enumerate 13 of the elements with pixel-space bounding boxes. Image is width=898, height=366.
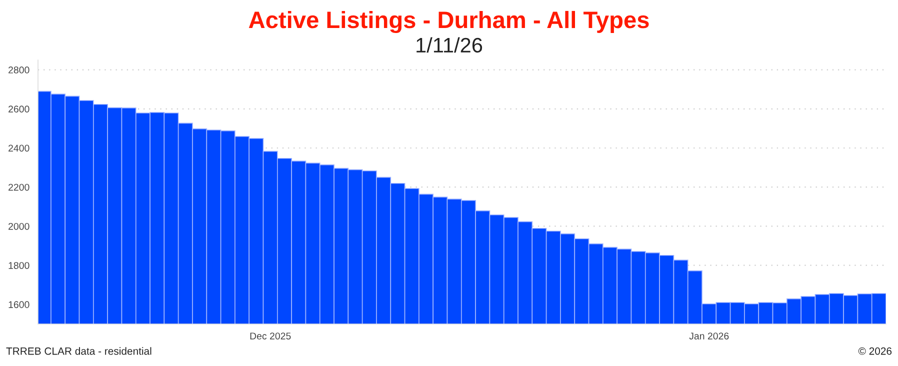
y-tick-label: 1600 (8, 301, 30, 308)
text: © 2026 (858, 347, 892, 355)
y-tick-label: 2600 (8, 106, 30, 113)
chart-title: Active Listings - Durham - All Types (248, 10, 649, 34)
text: TRREB CLAR data - residential (6, 347, 152, 355)
y-tick-label: 2200 (8, 184, 30, 191)
x-tick-label: Jan 2026 (689, 332, 729, 340)
y-tick-label: 1800 (8, 262, 30, 269)
x-tick-label: Dec 2025 (250, 332, 291, 340)
y-tick-label: 2000 (8, 222, 30, 230)
chart-subtitle: 1/11/26 (416, 37, 482, 53)
y-tick-label: 2800 (8, 66, 30, 74)
y-tick-label: 2400 (8, 144, 30, 152)
